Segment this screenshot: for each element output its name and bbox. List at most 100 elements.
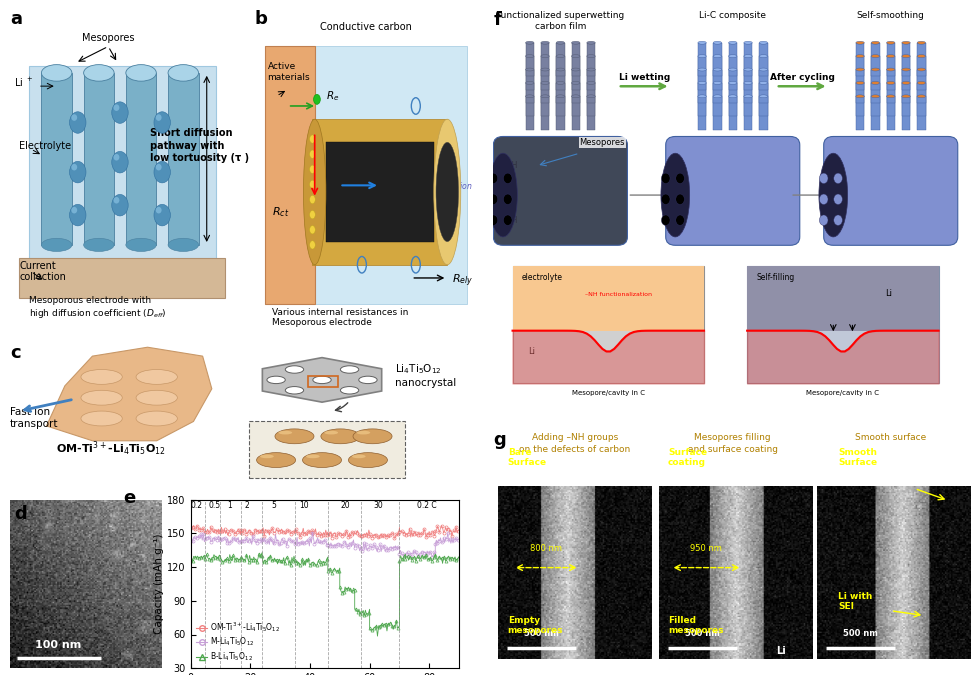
Text: Li with
SEI: Li with SEI	[838, 591, 872, 611]
B-Li$_4$Ti$_5$O$_{12}$	[277, 554, 289, 562]
Text: Self-filling: Self-filling	[757, 273, 795, 282]
Text: Li-C composite: Li-C composite	[700, 11, 766, 20]
Text: 1: 1	[227, 501, 232, 510]
Ellipse shape	[856, 68, 865, 71]
Text: OM-Ti$^{3+}$-Li$_4$Ti$_5$O$_{12}$: OM-Ti$^{3+}$-Li$_4$Ti$_5$O$_{12}$	[56, 439, 165, 458]
Ellipse shape	[856, 82, 865, 84]
Line: OM-Ti$^{3+}$-Li$_4$Ti$_5$O$_{12}$: OM-Ti$^{3+}$-Li$_4$Ti$_5$O$_{12}$	[189, 524, 461, 540]
Bar	[871, 43, 879, 76]
Text: 500 nm: 500 nm	[843, 629, 877, 638]
Bar	[729, 83, 737, 116]
Ellipse shape	[41, 65, 72, 81]
Ellipse shape	[556, 82, 565, 84]
Ellipse shape	[111, 151, 128, 173]
Bar	[729, 97, 737, 130]
Ellipse shape	[303, 453, 342, 468]
Ellipse shape	[886, 55, 895, 57]
Bar	[917, 83, 925, 116]
Text: Functionalized superwetting
carbon film: Functionalized superwetting carbon film	[496, 11, 624, 31]
Text: g: g	[493, 431, 506, 449]
Bar	[886, 43, 895, 76]
Text: e: e	[123, 489, 136, 508]
Ellipse shape	[541, 95, 549, 98]
Ellipse shape	[84, 65, 114, 81]
Text: 950 nm: 950 nm	[691, 544, 722, 554]
Bar	[886, 56, 895, 90]
Ellipse shape	[136, 390, 178, 405]
Ellipse shape	[69, 161, 86, 183]
Bar	[759, 43, 768, 76]
FancyBboxPatch shape	[824, 136, 957, 245]
Text: Adding –NH groups
on the defects of carbon: Adding –NH groups on the defects of carb…	[519, 433, 630, 454]
Bar	[917, 43, 925, 76]
Ellipse shape	[572, 68, 580, 71]
Bar	[759, 83, 768, 116]
Text: b: b	[254, 10, 267, 28]
Ellipse shape	[661, 173, 670, 184]
Text: d: d	[15, 505, 27, 522]
Ellipse shape	[713, 68, 722, 71]
Bar	[743, 56, 752, 90]
Bar	[587, 43, 595, 76]
Bar	[572, 97, 580, 130]
Ellipse shape	[902, 95, 911, 98]
Ellipse shape	[572, 55, 580, 57]
Ellipse shape	[541, 41, 549, 45]
Bar	[20, 258, 226, 298]
Ellipse shape	[713, 55, 722, 57]
Ellipse shape	[743, 82, 752, 84]
Ellipse shape	[917, 82, 925, 84]
Text: Empty
mesopores: Empty mesopores	[508, 616, 564, 635]
FancyBboxPatch shape	[126, 73, 156, 245]
Ellipse shape	[285, 366, 304, 373]
Ellipse shape	[324, 431, 338, 435]
Ellipse shape	[759, 68, 768, 71]
Ellipse shape	[310, 180, 316, 188]
Ellipse shape	[154, 161, 170, 183]
Text: $R_{ct}$: $R_{ct}$	[272, 205, 289, 219]
Bar	[902, 43, 911, 76]
Ellipse shape	[489, 173, 497, 184]
Ellipse shape	[676, 215, 685, 225]
Ellipse shape	[917, 55, 925, 57]
Bar	[886, 70, 895, 103]
Ellipse shape	[352, 454, 365, 458]
Ellipse shape	[310, 211, 316, 219]
Ellipse shape	[113, 197, 119, 204]
Bar	[759, 97, 768, 130]
Ellipse shape	[257, 453, 296, 468]
Text: 500 nm: 500 nm	[685, 629, 720, 638]
Ellipse shape	[556, 41, 565, 45]
Bar	[713, 83, 722, 116]
Bar	[871, 83, 879, 116]
Bar	[556, 56, 565, 90]
Bar	[917, 70, 925, 103]
Ellipse shape	[136, 411, 178, 426]
Text: 0.2 C: 0.2 C	[416, 501, 436, 510]
Ellipse shape	[526, 55, 534, 57]
Legend: OM-Ti$^{3+}$-Li$_4$Ti$_5$O$_{12}$, M-Li$_4$Ti$_5$O$_{12}$, B-Li$_4$Ti$_5$O$_{12}: OM-Ti$^{3+}$-Li$_4$Ti$_5$O$_{12}$, M-Li$…	[194, 619, 281, 664]
Ellipse shape	[81, 369, 122, 384]
Ellipse shape	[126, 65, 156, 81]
Ellipse shape	[310, 195, 316, 204]
Bar	[541, 97, 549, 130]
Text: $R_{ion}$: $R_{ion}$	[451, 178, 473, 192]
Ellipse shape	[871, 82, 879, 84]
Ellipse shape	[833, 194, 842, 205]
Ellipse shape	[310, 241, 316, 249]
Bar	[265, 47, 315, 304]
Line: M-Li$_4$Ti$_5$O$_{12}$: M-Li$_4$Ti$_5$O$_{12}$	[189, 531, 461, 559]
Bar	[743, 83, 752, 116]
Ellipse shape	[71, 207, 77, 213]
Ellipse shape	[886, 41, 895, 45]
Text: Electrolyte: Electrolyte	[20, 140, 71, 151]
Ellipse shape	[340, 387, 359, 394]
Ellipse shape	[871, 95, 879, 98]
Ellipse shape	[587, 41, 595, 45]
OM-Ti$^{3+}$-Li$_4$Ti$_5$O$_{12}$	[277, 528, 289, 536]
Bar	[572, 70, 580, 103]
Ellipse shape	[526, 95, 534, 98]
Bar	[886, 97, 895, 130]
Polygon shape	[263, 358, 382, 402]
Text: Li: Li	[528, 347, 534, 356]
